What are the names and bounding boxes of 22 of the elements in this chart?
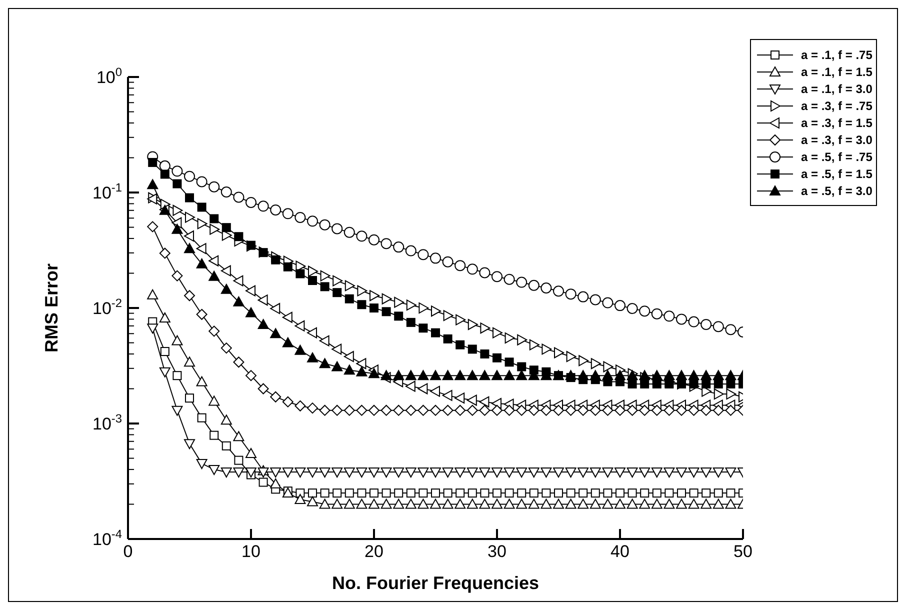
legend-label: a = .5, f = 3.0 bbox=[801, 184, 872, 198]
x-tick-label: 50 bbox=[734, 542, 752, 561]
legend-label: a = .5, f = 1.5 bbox=[801, 166, 872, 180]
y-tick-label: 10$^{0}$ bbox=[96, 65, 122, 87]
legend-label: a = .5, f = .75 bbox=[801, 150, 872, 164]
legend-label: a = .3, f = 3.0 bbox=[801, 132, 872, 146]
x-tick-label: 30 bbox=[488, 542, 506, 561]
y-tick-label: 10$^{-2}$ bbox=[92, 296, 122, 318]
y-tick-label: 10$^{-3}$ bbox=[92, 412, 122, 434]
x-axis-title: No. Fourier Frequencies bbox=[332, 573, 540, 593]
legend-label: a = .1, f = 3.0 bbox=[801, 82, 872, 96]
legend-label: a = .1, f = .75 bbox=[801, 48, 872, 62]
x-tick-label: 20 bbox=[364, 542, 384, 561]
y-tick-label: 10$^{-1}$ bbox=[92, 180, 122, 202]
y-tick-label: 10$^{-4}$ bbox=[92, 527, 122, 549]
legend-label: a = .3, f = 1.5 bbox=[801, 116, 872, 130]
x-tick-label: 10 bbox=[242, 542, 260, 561]
x-tick-label: 40 bbox=[610, 542, 630, 561]
legend-label: a = .1, f = 1.5 bbox=[801, 64, 872, 78]
y-axis-title: RMS Error bbox=[41, 263, 62, 353]
x-tick-label: 0 bbox=[123, 542, 133, 561]
legend-label: a = .3, f = .75 bbox=[801, 98, 872, 112]
